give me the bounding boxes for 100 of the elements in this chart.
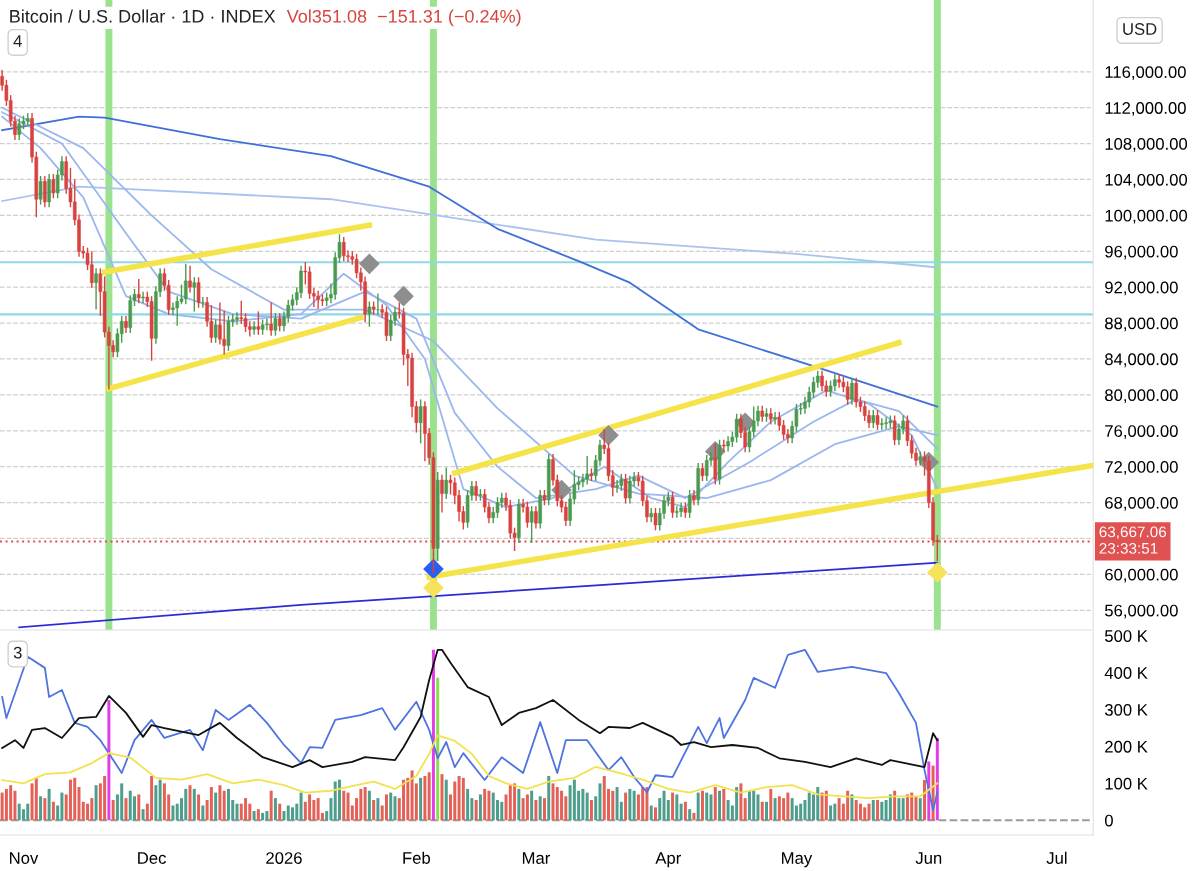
bar [700, 790, 704, 821]
y-tick-label: 84,000.00 [1105, 353, 1178, 368]
bar [923, 780, 927, 821]
bar [760, 801, 764, 821]
y-tick-label: 76,000.00 [1105, 425, 1178, 439]
bar [192, 788, 196, 821]
bar [871, 799, 875, 821]
candlestick [213, 318, 218, 344]
bar [34, 777, 38, 821]
y-tick-label: 60,000.00 [1105, 568, 1178, 583]
candlestick [196, 276, 201, 309]
candlestick [256, 310, 261, 336]
bar [226, 788, 230, 821]
bar [60, 792, 64, 821]
bar [4, 788, 8, 821]
candlestick [51, 173, 56, 200]
bar [824, 790, 828, 821]
bar [863, 807, 867, 821]
bar [747, 790, 751, 821]
bar [431, 649, 435, 821]
candlestick [679, 501, 683, 518]
candlestick [615, 479, 619, 494]
bar [466, 788, 470, 821]
bar [214, 792, 218, 821]
point [359, 253, 380, 275]
y-tick-label: 400 K [1104, 667, 1148, 679]
bar [513, 783, 517, 821]
candlestick [534, 505, 538, 530]
bar [888, 794, 892, 821]
candlestick [43, 175, 47, 209]
bar [769, 788, 773, 821]
bar [68, 779, 72, 821]
candlestick [201, 296, 205, 309]
candlestick [628, 474, 632, 505]
candlestick [670, 491, 675, 519]
y-tick-label: 500 K [1104, 630, 1148, 642]
bar [252, 811, 256, 821]
bar [333, 781, 337, 821]
bar [141, 809, 145, 821]
candlestick [734, 413, 739, 444]
line-series [1, 115, 939, 408]
candlestick [585, 455, 589, 486]
bar [491, 792, 495, 821]
bar [777, 796, 781, 821]
x-tick-label: Dec [138, 852, 166, 864]
bar [688, 809, 692, 821]
text: USD [1123, 23, 1157, 35]
bar [376, 798, 380, 821]
y-tick-label: 112,000.00 [1105, 102, 1186, 116]
bar [743, 798, 747, 821]
bar [718, 790, 722, 821]
bar [282, 811, 286, 821]
bar [735, 787, 739, 821]
bar [81, 801, 85, 821]
bar [73, 777, 77, 821]
bar [525, 794, 529, 821]
bar [120, 783, 124, 821]
bar [427, 772, 431, 821]
bar [508, 785, 512, 821]
y-tick-label: 92,000.00 [1105, 281, 1178, 296]
y-tick-label: 300 K [1104, 703, 1148, 716]
bar [662, 790, 666, 821]
bar [222, 790, 226, 821]
bar [679, 803, 683, 821]
candlestick [367, 300, 372, 328]
bar [261, 812, 265, 821]
x-tick-label: May [782, 852, 813, 868]
candlestick [623, 473, 628, 505]
candlestick [529, 505, 534, 544]
candlestick [687, 489, 692, 519]
x-tick-label: Mar [522, 852, 550, 864]
bar [551, 783, 555, 821]
bar [197, 794, 201, 821]
bar [128, 790, 132, 821]
bar [474, 799, 478, 821]
bar [359, 788, 363, 821]
candlestick [192, 276, 197, 313]
chart-title: Bitcoin / U.S. Dollar · 1D · INDEX [10, 9, 276, 23]
candlestick [444, 466, 449, 500]
y-tick-label: 0 [1104, 814, 1113, 827]
bar [244, 798, 248, 821]
bar [854, 799, 858, 821]
bar [790, 798, 794, 821]
candlestick [722, 439, 726, 453]
bar [103, 775, 107, 821]
candlestick [850, 377, 854, 406]
bar [363, 787, 367, 821]
bar [547, 775, 551, 821]
bar [500, 801, 504, 821]
bar [402, 779, 406, 821]
x-tick-label: Feb [403, 851, 431, 864]
bar [419, 777, 423, 821]
annotation: 4 [13, 35, 22, 47]
bar [295, 803, 299, 821]
chart-subtitle: Vol351.08 −151.31 (−0.24%) [286, 9, 521, 27]
bar [342, 790, 346, 821]
candlestick [418, 398, 423, 445]
bar [291, 807, 295, 821]
candlestick [273, 312, 278, 337]
bar [645, 787, 649, 821]
